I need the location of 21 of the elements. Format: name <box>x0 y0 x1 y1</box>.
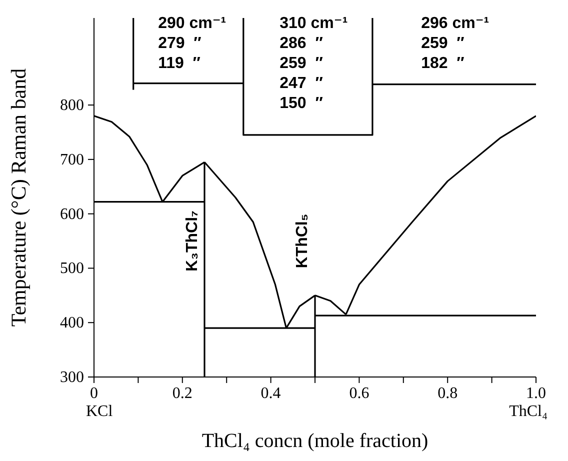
x-axis-title: ThCl₄ concn (mole fraction) <box>202 430 428 452</box>
y-tick-label: 800 <box>60 97 84 114</box>
annotation: 296 cm⁻¹ 259 ″ 182 ″ <box>421 14 490 74</box>
y-tick-label: 400 <box>60 314 84 332</box>
annotation: K₃ThCl₇ <box>184 210 202 272</box>
x-tick-label: 1.0 <box>526 385 546 403</box>
x-tick-label: 0.2 <box>172 385 192 403</box>
annotation: KThCl₅ <box>294 214 312 268</box>
annotation: 290 cm⁻¹ 279 ″ 119 ″ <box>158 14 226 74</box>
x-tick-label: 0 <box>90 385 98 403</box>
text: ThCl₄ <box>509 403 548 421</box>
y-tick-label: 500 <box>60 260 84 278</box>
annotation: 310 cm⁻¹ 286 ″ 259 ″ 247 ″ 150 ″ <box>280 14 348 114</box>
x-tick-label: 0.8 <box>438 385 458 403</box>
x-tick-label: 0.6 <box>349 385 370 403</box>
y-axis-title: Temperature (°C) Raman band <box>6 68 30 327</box>
text: KCl <box>86 403 113 421</box>
y-tick-label: 700 <box>60 151 84 168</box>
y-tick-label: 600 <box>60 206 84 223</box>
x-tick-label: 0.4 <box>260 385 281 403</box>
y-tick-label: 300 <box>60 369 84 386</box>
